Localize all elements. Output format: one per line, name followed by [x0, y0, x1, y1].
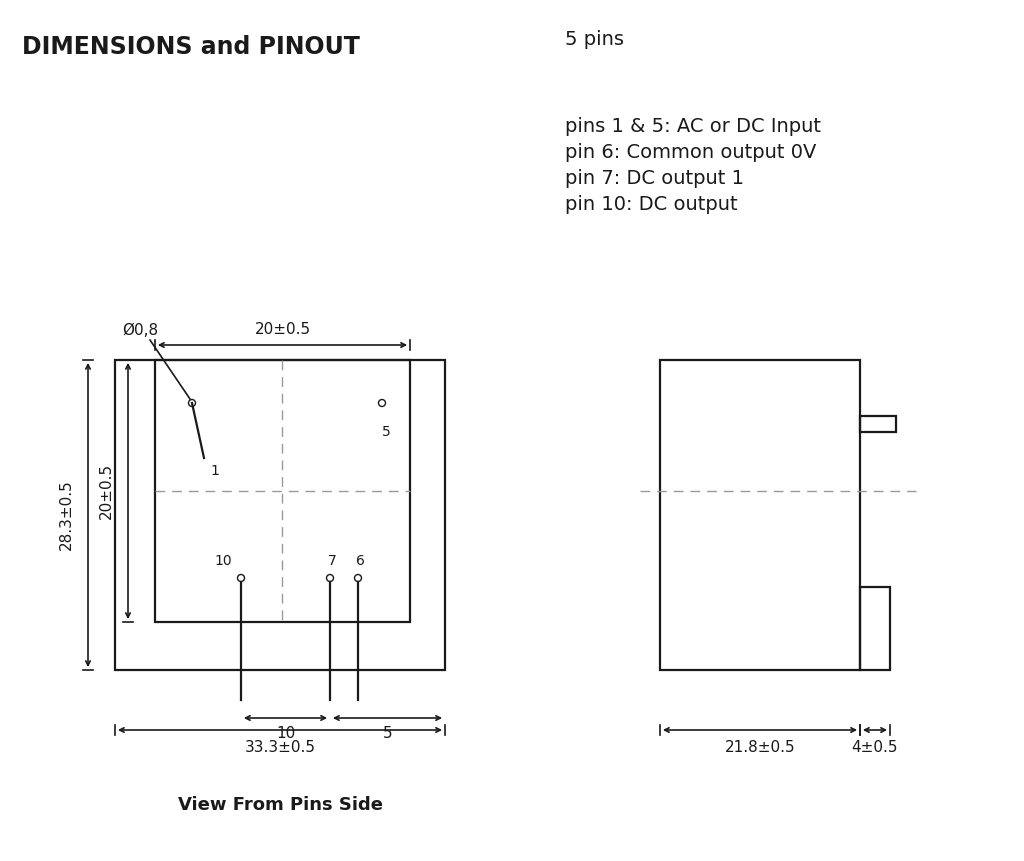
Text: 4±0.5: 4±0.5	[852, 740, 898, 755]
Text: pin 10: DC output: pin 10: DC output	[565, 195, 737, 214]
Text: pin 6: Common output 0V: pin 6: Common output 0V	[565, 143, 816, 162]
Bar	[115, 360, 445, 670]
Text: 20±0.5: 20±0.5	[98, 463, 114, 519]
Text: Ø0,8: Ø0,8	[122, 323, 158, 338]
Text: 7: 7	[328, 554, 336, 568]
Circle shape	[379, 400, 385, 406]
Text: 6: 6	[355, 554, 365, 568]
Text: pins 1 & 5: AC or DC Input: pins 1 & 5: AC or DC Input	[565, 117, 821, 136]
Text: 10: 10	[275, 727, 295, 741]
Text: 5: 5	[382, 425, 390, 439]
Text: 20±0.5: 20±0.5	[254, 321, 310, 337]
Text: 5: 5	[383, 727, 392, 741]
Text: 10: 10	[214, 554, 231, 568]
Text: 33.3±0.5: 33.3±0.5	[245, 740, 315, 755]
Circle shape	[238, 574, 245, 581]
Circle shape	[354, 574, 361, 581]
Text: 28.3±0.5: 28.3±0.5	[58, 480, 74, 550]
Text: pin 7: DC output 1: pin 7: DC output 1	[565, 169, 744, 188]
Circle shape	[188, 400, 196, 406]
Bar	[660, 360, 860, 670]
Bar	[860, 587, 890, 670]
Text: View From Pins Side: View From Pins Side	[177, 796, 383, 814]
Bar	[860, 416, 896, 432]
Text: DIMENSIONS and PINOUT: DIMENSIONS and PINOUT	[22, 35, 359, 59]
Bar	[155, 360, 410, 622]
Circle shape	[327, 574, 334, 581]
Text: 1: 1	[210, 464, 219, 478]
Text: 5 pins: 5 pins	[565, 30, 624, 49]
Text: 21.8±0.5: 21.8±0.5	[725, 740, 796, 755]
